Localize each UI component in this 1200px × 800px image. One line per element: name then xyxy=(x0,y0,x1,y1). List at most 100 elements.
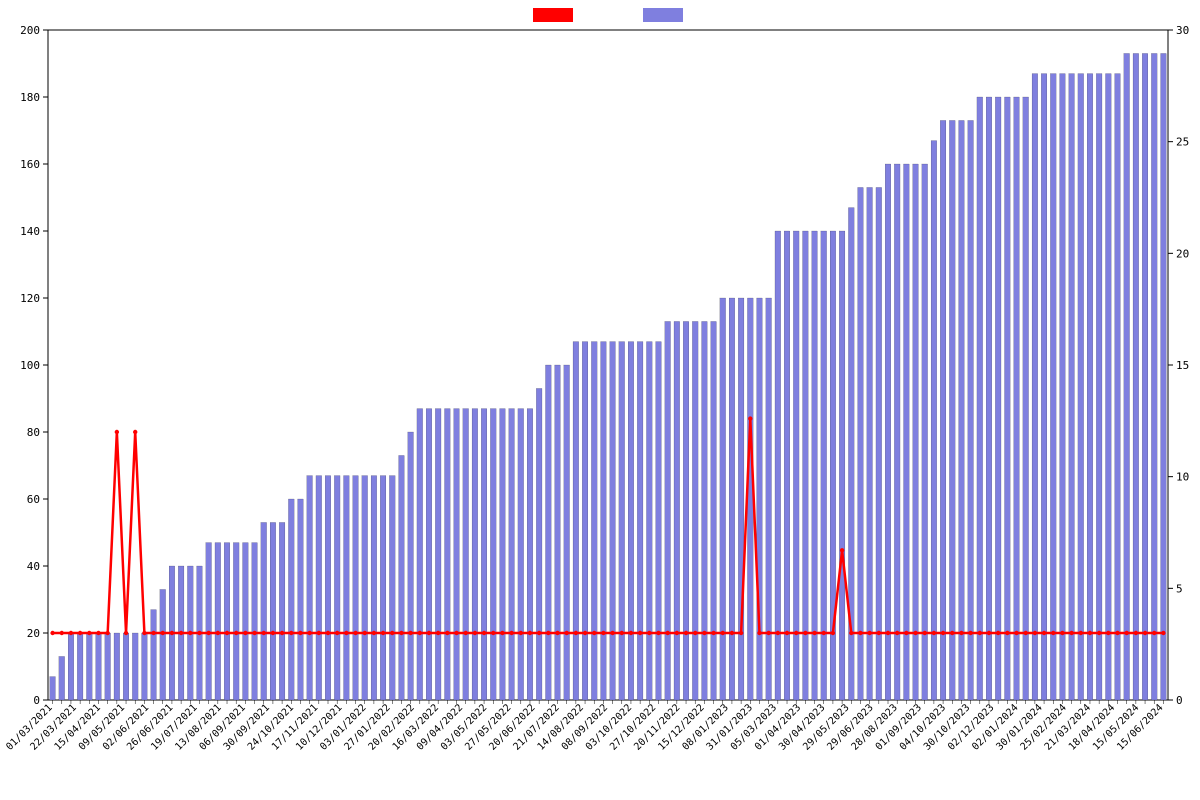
line-marker xyxy=(390,631,394,635)
bar xyxy=(1151,53,1157,700)
bar xyxy=(472,409,478,700)
line-marker xyxy=(941,631,945,635)
chart-svg: 0204060801001201401601802000510152025300… xyxy=(0,0,1200,800)
line-marker xyxy=(381,631,385,635)
bar xyxy=(922,164,928,700)
line-marker xyxy=(968,631,972,635)
bar xyxy=(711,321,717,700)
line-marker xyxy=(996,631,1000,635)
line-marker xyxy=(721,631,725,635)
line-marker xyxy=(978,631,982,635)
line-marker xyxy=(105,631,109,635)
bar xyxy=(334,476,340,700)
bar xyxy=(435,409,441,700)
line-marker xyxy=(895,631,899,635)
y-left-tick-label: 20 xyxy=(27,627,40,640)
bar xyxy=(674,321,680,700)
bar xyxy=(867,187,873,700)
bar xyxy=(555,365,561,700)
bar xyxy=(775,231,781,700)
line-marker xyxy=(629,631,633,635)
bar xyxy=(1041,74,1047,700)
line-marker xyxy=(509,631,513,635)
line-marker xyxy=(1079,631,1083,635)
bar xyxy=(821,231,827,700)
line-marker xyxy=(1152,631,1156,635)
y-right-tick-label: 20 xyxy=(1176,247,1189,260)
line-marker xyxy=(445,631,449,635)
bar xyxy=(417,409,423,700)
line-marker xyxy=(620,631,624,635)
bar xyxy=(729,298,735,700)
line-marker xyxy=(647,631,651,635)
line-marker xyxy=(610,631,614,635)
y-left-tick-label: 160 xyxy=(20,158,40,171)
bar xyxy=(252,543,258,700)
bar xyxy=(261,522,267,700)
bar xyxy=(344,476,350,700)
line-marker xyxy=(638,631,642,635)
line-marker xyxy=(877,631,881,635)
line-marker xyxy=(96,631,100,635)
bar xyxy=(904,164,910,700)
bar xyxy=(408,432,414,700)
y-left-tick-label: 120 xyxy=(20,292,40,305)
bar xyxy=(692,321,698,700)
line-marker xyxy=(289,631,293,635)
line-marker xyxy=(1161,631,1165,635)
bar xyxy=(1078,74,1084,700)
bar xyxy=(123,633,129,700)
line-marker xyxy=(436,631,440,635)
bar xyxy=(50,677,56,700)
bar xyxy=(1087,74,1093,700)
line-marker xyxy=(115,430,119,434)
bar xyxy=(1032,74,1038,700)
line-marker xyxy=(822,631,826,635)
bar xyxy=(454,409,460,700)
line-marker xyxy=(812,631,816,635)
line-marker xyxy=(831,631,835,635)
line-marker xyxy=(739,631,743,635)
y-right-tick-label: 0 xyxy=(1176,694,1183,707)
line-marker xyxy=(326,631,330,635)
line-marker xyxy=(1033,631,1037,635)
line-marker xyxy=(50,631,54,635)
line-marker xyxy=(225,631,229,635)
line-marker xyxy=(78,631,82,635)
bar xyxy=(876,187,882,700)
line-marker xyxy=(216,631,220,635)
line-marker xyxy=(583,631,587,635)
line-marker xyxy=(454,631,458,635)
bar xyxy=(656,342,662,700)
bar xyxy=(288,499,294,700)
bar xyxy=(720,298,726,700)
line-marker xyxy=(684,631,688,635)
line-marker xyxy=(234,631,238,635)
line-marker xyxy=(252,631,256,635)
bar xyxy=(582,342,588,700)
bar xyxy=(132,633,138,700)
line-marker xyxy=(1134,631,1138,635)
bar xyxy=(500,409,506,700)
line-marker xyxy=(950,631,954,635)
line-marker xyxy=(418,631,422,635)
bar xyxy=(1115,74,1121,700)
bar xyxy=(509,409,515,700)
bar xyxy=(757,298,763,700)
bar xyxy=(610,342,616,700)
bar xyxy=(894,164,900,700)
bar xyxy=(1069,74,1075,700)
bar xyxy=(793,231,799,700)
line-marker xyxy=(675,631,679,635)
line-marker xyxy=(188,631,192,635)
line-marker xyxy=(298,631,302,635)
chart-container: 0204060801001201401601802000510152025300… xyxy=(0,0,1200,800)
bar xyxy=(399,455,405,700)
line-marker xyxy=(464,631,468,635)
line-marker xyxy=(555,631,559,635)
bar xyxy=(380,476,386,700)
line-marker xyxy=(1060,631,1064,635)
bar xyxy=(206,543,212,700)
line-marker xyxy=(886,631,890,635)
line-marker xyxy=(243,631,247,635)
